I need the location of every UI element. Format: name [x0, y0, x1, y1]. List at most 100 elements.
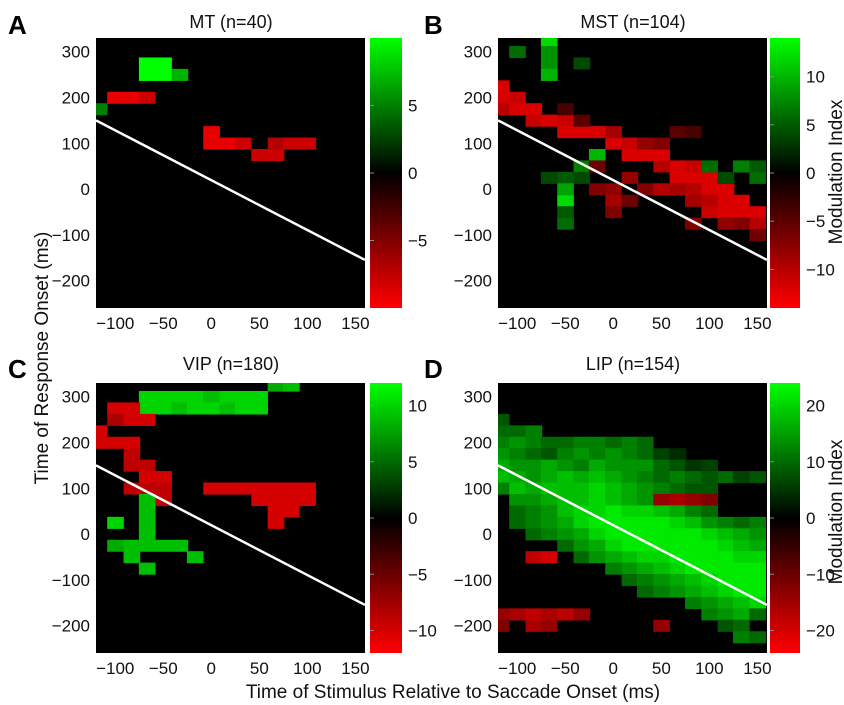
panel-d-heatmap-cell — [701, 505, 718, 518]
panel-a-plot-area — [96, 38, 365, 308]
panel-d-heatmap-cell — [653, 448, 670, 461]
panel-a-y-tick-label: 100 — [62, 134, 90, 153]
panel-d-heatmap-cell — [498, 482, 510, 495]
panel-d-heatmap-cell — [733, 562, 750, 575]
panel-c-heatmap-cell — [138, 505, 156, 518]
panel-d-colorbar — [770, 383, 800, 653]
panel-d-heatmap-cell — [717, 574, 735, 587]
panel-c-letter: C — [8, 354, 27, 384]
panel-b-heatmap-cell — [605, 183, 622, 196]
panel-d-heatmap-cell — [509, 482, 526, 495]
panel-d-y-tick-label: 200 — [464, 433, 492, 452]
panel-b-x-tick-label: −100 — [498, 314, 536, 333]
panel-d-colorbar-tick-label: −10 — [806, 565, 835, 584]
panel-d-heatmap-cell — [717, 596, 735, 609]
panel-d-heatmap-cell — [621, 459, 639, 472]
panel-d-heatmap-cell — [498, 436, 510, 449]
panel-a-colorbar-tick-label: 0 — [408, 164, 417, 183]
panel-c-heatmap-cell — [251, 493, 268, 507]
panel-d-heatmap-cell — [605, 471, 622, 484]
panel-c-heatmap-cell — [107, 402, 124, 415]
panel-c-colorbar — [370, 383, 402, 653]
panel-d-heatmap-cell — [557, 608, 574, 621]
panel-c-colorbar-ticks: −10 −5 0 5 10 — [370, 397, 437, 641]
panel-c-diagonal-line — [95, 464, 366, 607]
panel-d-heatmap-cell — [636, 516, 654, 529]
panel-d-heatmap-cell — [669, 471, 687, 484]
panel-c-heatmap-cell — [138, 482, 156, 495]
panel-c-x-tick-label: 150 — [341, 659, 369, 678]
panel-d-heatmap-cell — [717, 471, 735, 484]
panel-b-heatmap-cell — [557, 114, 574, 127]
panel-c-x-tick-label: −100 — [96, 659, 134, 678]
panel-d-heatmap-cell — [733, 516, 750, 529]
panel-c-x-tick-label: 0 — [207, 659, 216, 678]
panel-b-heatmap-cell — [717, 171, 735, 184]
panel-b-heatmap-cell — [636, 183, 654, 196]
panel-d-heatmap-cell — [701, 608, 718, 621]
panel-d-heatmap-cell — [557, 482, 574, 495]
panel-d-heatmap-cell — [733, 619, 750, 632]
panel-d-heatmap-cell — [669, 528, 687, 541]
panel-d-heatmap-cell — [573, 482, 591, 495]
panel-c-heatmap-cell — [186, 391, 204, 404]
panel-b-heatmap-cell — [749, 217, 767, 230]
panel-c-heatmap-cell — [283, 505, 300, 518]
panel-a-heatmap-cell — [138, 91, 156, 104]
panel-d-heatmap-cell — [498, 448, 510, 461]
panel-b-heatmap-cell — [573, 57, 591, 70]
panel-b-heatmap-cell — [701, 183, 718, 196]
panel-d-heatmap-cell — [588, 539, 606, 552]
panel-d-heatmap-cell — [653, 516, 670, 529]
panel-b-heatmap-cell — [605, 126, 622, 139]
panel-c-heatmap-cell — [123, 436, 141, 449]
panel-d-heatmap-cell — [525, 493, 543, 507]
panel-c-colorbar-tick-label: −10 — [408, 622, 437, 641]
panel-d-heatmap-cell — [653, 505, 670, 518]
panel-d-heatmap-cell — [636, 505, 654, 518]
panel-d-heatmap-cell — [525, 516, 543, 529]
panel-d-heatmap-cell — [621, 471, 639, 484]
panel-c-heatmap-cell — [203, 402, 220, 415]
panel-d-letter: D — [424, 354, 443, 384]
panel-c-heatmap-cell — [107, 516, 124, 529]
panel-d-colorbar-tick-label: 0 — [806, 509, 815, 528]
panel-c-heatmap-cell — [138, 413, 156, 426]
panel-b-heatmap-cell — [540, 57, 558, 70]
panel-d-heatmap-cell — [509, 436, 526, 449]
panel-d-heatmap-cell — [525, 608, 543, 621]
panel-b-heatmap-cell — [525, 103, 543, 116]
panel-d-heatmap-cell — [573, 516, 591, 529]
panel-d-heatmap-cell — [621, 551, 639, 564]
panel-d-heatmap-cell — [701, 551, 718, 564]
panel-a-x-tick-label: −50 — [149, 314, 178, 333]
panel-d-y-tick-label: −200 — [454, 617, 492, 636]
panel-c-heatmap-cell — [283, 493, 300, 507]
panel-c-heatmap-cell — [171, 402, 189, 415]
panel-b-heatmap-cell — [557, 194, 574, 207]
panel-d-heatmap-cell — [685, 574, 702, 587]
panel-d-heatmap-cell — [717, 619, 735, 632]
panel-c-title: VIP (n=180) — [183, 354, 279, 374]
panel-d-heatmap-cell — [669, 482, 687, 495]
panel-d-heatmap-cell — [557, 516, 574, 529]
panel-c-y-tick-label: 200 — [62, 433, 90, 452]
panel-d-heatmap-cell — [685, 493, 702, 507]
panel-c-heatmap-cell — [251, 402, 268, 415]
panel-c-heatmap-cell — [138, 391, 156, 404]
panel-d-heatmap-cell — [749, 596, 767, 609]
panel-d-heatmap-cell — [685, 551, 702, 564]
panel-c-x-tick-label: 50 — [250, 659, 269, 678]
panel-b-colorbar-tick-label: −10 — [806, 260, 835, 279]
panel-c-heatmap-cell — [234, 391, 252, 404]
panel-d-heatmap-cell — [588, 459, 606, 472]
panel-d-heatmap-cell — [605, 516, 622, 529]
panel-d-heatmap-cell — [509, 459, 526, 472]
panel-d-heatmap-cell — [749, 539, 767, 552]
panel-c-heatmap-cell — [138, 459, 156, 472]
panel-c-heatmap-cell — [219, 482, 237, 495]
panel-d: D LIP (n=154) −100 −50 0 50 100 150 −200−1000… — [424, 354, 835, 678]
panel-b: B MST (n=104) −100 −50 0 50 100 150 −200−1000… — [424, 10, 835, 333]
panel-c-y-tick-label: 300 — [62, 388, 90, 407]
panel-b-heatmap-cell — [749, 160, 767, 173]
